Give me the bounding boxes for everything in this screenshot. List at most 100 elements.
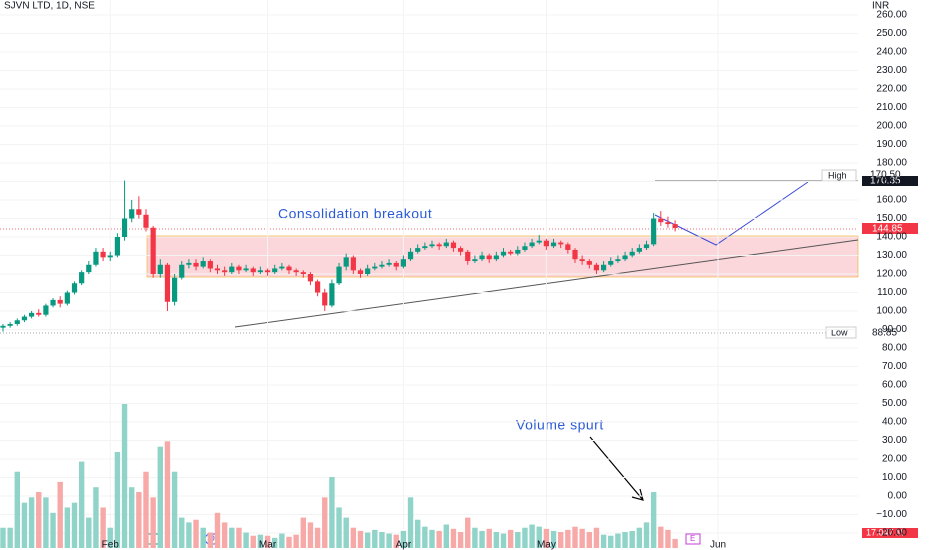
y-tick-label: 60.00 bbox=[882, 380, 907, 391]
y-tick-label: 140.00 bbox=[876, 232, 907, 243]
candle-body bbox=[486, 255, 492, 260]
volume-bar bbox=[300, 517, 306, 548]
volume-bar bbox=[21, 502, 28, 548]
y-tick-label: 200.00 bbox=[876, 121, 907, 132]
candle-body bbox=[172, 277, 178, 302]
candle-body bbox=[665, 222, 671, 225]
candle-body bbox=[229, 266, 235, 273]
volume-bar bbox=[64, 507, 71, 548]
candle-body bbox=[372, 266, 378, 269]
y-tick-label: 120.00 bbox=[876, 269, 907, 280]
y-tick-label: 180.00 bbox=[876, 158, 907, 169]
volume-bar bbox=[407, 497, 414, 548]
volume-bar bbox=[493, 532, 500, 548]
volume-bar bbox=[143, 471, 149, 548]
volume-bar bbox=[236, 527, 242, 548]
price-tag-text: 144.85 bbox=[872, 224, 903, 235]
candle-body bbox=[86, 264, 92, 273]
y-tick-label: −20.00 bbox=[876, 528, 907, 539]
volume-bar bbox=[307, 522, 314, 548]
candle-body bbox=[121, 218, 128, 237]
candle-body bbox=[186, 262, 192, 265]
volume-bar bbox=[93, 487, 99, 548]
volume-bar bbox=[650, 492, 657, 548]
arrow-head bbox=[631, 488, 644, 501]
high-value: 170.50 bbox=[870, 170, 901, 181]
candle-body bbox=[436, 244, 442, 247]
volume-bar bbox=[279, 533, 285, 548]
low-label: Low bbox=[831, 327, 848, 337]
y-tick-label: 210.00 bbox=[876, 102, 907, 113]
volume-bar bbox=[443, 524, 449, 548]
y-tick-label: 90.00 bbox=[882, 324, 907, 335]
high-tag-text: 170.35 bbox=[870, 176, 901, 187]
volume-bar bbox=[350, 527, 357, 548]
candle-body bbox=[508, 251, 514, 254]
volume-bar bbox=[322, 497, 328, 548]
volume-bar bbox=[193, 519, 199, 548]
volume-bar bbox=[136, 492, 142, 548]
y-tick-label: 250.00 bbox=[876, 28, 907, 39]
candle-body bbox=[200, 261, 206, 267]
volume-bar bbox=[100, 507, 106, 548]
volume-bar bbox=[250, 535, 256, 548]
y-tick-label: 100.00 bbox=[876, 306, 907, 317]
currency: INR bbox=[872, 1, 889, 12]
arrow bbox=[589, 436, 644, 501]
volume-bar bbox=[314, 527, 321, 548]
x-tick-label: Jun bbox=[710, 540, 726, 550]
candle-body bbox=[143, 214, 149, 228]
y-tick-label: 240.00 bbox=[876, 47, 907, 58]
low-value: 88.85 bbox=[872, 328, 897, 339]
event-label[interactable]: E bbox=[690, 534, 695, 543]
candle-body bbox=[522, 246, 528, 250]
volume-bar bbox=[436, 530, 442, 548]
high-tag bbox=[862, 176, 918, 186]
volume-bar bbox=[14, 471, 20, 548]
volume-bar bbox=[357, 530, 364, 548]
candle-body bbox=[157, 264, 163, 274]
y-tick-label: 220.00 bbox=[876, 84, 907, 95]
y-tick-label: 170.00 bbox=[876, 176, 907, 187]
volume-bar bbox=[593, 527, 600, 548]
event-badge[interactable] bbox=[685, 533, 701, 545]
candle-body bbox=[50, 299, 56, 306]
candle-body bbox=[529, 242, 535, 247]
low-tag-box bbox=[825, 326, 857, 339]
volume-bar bbox=[171, 471, 178, 548]
candle-body bbox=[543, 240, 549, 247]
y-tick-label: 70.00 bbox=[882, 361, 907, 372]
candle-body bbox=[336, 266, 342, 284]
candle-body bbox=[315, 281, 321, 293]
x-tick-label: Feb bbox=[102, 540, 120, 550]
candle-body bbox=[393, 262, 399, 267]
volume-bar bbox=[636, 527, 643, 548]
y-tick-label: 130.00 bbox=[876, 250, 907, 261]
candle-body bbox=[615, 259, 621, 262]
candle-body bbox=[643, 244, 650, 249]
volume-bar bbox=[157, 446, 163, 548]
volume-bar bbox=[615, 533, 621, 548]
price-tag bbox=[862, 223, 918, 234]
candle-body bbox=[43, 305, 49, 315]
volume-bar bbox=[179, 517, 185, 548]
volume-bar bbox=[450, 528, 457, 548]
candle-body bbox=[329, 283, 335, 306]
candle-body bbox=[64, 292, 70, 304]
candle-body bbox=[429, 244, 435, 247]
y-tick-label: 160.00 bbox=[876, 195, 907, 206]
volume-bar bbox=[186, 522, 192, 548]
volume-bar bbox=[629, 530, 635, 548]
volume-bar bbox=[343, 517, 349, 548]
volume-bar bbox=[507, 529, 514, 548]
candle-body bbox=[7, 323, 13, 326]
candle-body bbox=[536, 240, 542, 243]
candle-body bbox=[272, 268, 278, 273]
volume-bar bbox=[672, 538, 678, 548]
candle-body bbox=[636, 248, 642, 252]
y-tick-label: 10.00 bbox=[882, 472, 907, 483]
candle-body bbox=[164, 264, 171, 302]
volume-bar bbox=[57, 481, 63, 548]
volume-bar bbox=[393, 534, 399, 548]
volume-bar bbox=[536, 526, 542, 548]
